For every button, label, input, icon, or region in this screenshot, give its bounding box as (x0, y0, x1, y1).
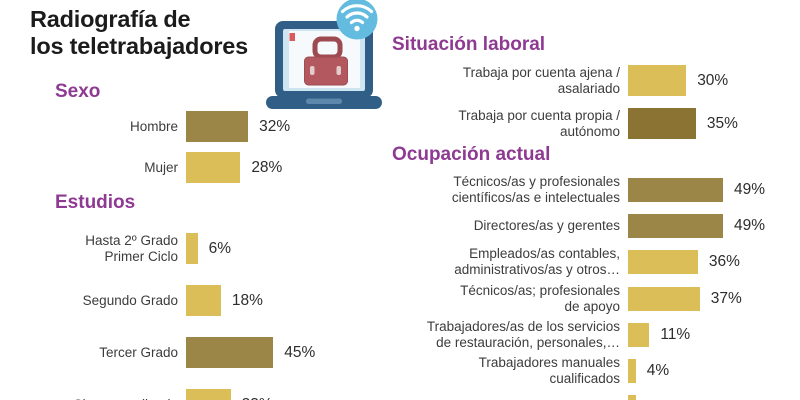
bar-value: 4% (646, 361, 670, 379)
bar-label: Trabaja por cuenta ajena / asalariado (462, 64, 620, 96)
bar-chart-estudios: Hasta 2º Grado Primer Ciclo 6% Segundo Gra… (30, 233, 315, 400)
bar-label: Directores/as y gerentes (473, 218, 620, 234)
briefcase-clasp-left (310, 66, 315, 75)
section-heading-sexo: Sexo (55, 81, 101, 102)
bar-row: Hasta 2º Grado Primer Ciclo 6% (30, 233, 315, 264)
bar (628, 286, 700, 311)
bar-chart-situacion-laboral: Trabaja por cuenta ajena / asalariado 30%… (392, 65, 738, 139)
section-sexo: Sexo Hombre 32% Mujer 28% (30, 80, 290, 193)
briefcase-icon (304, 56, 348, 86)
bar-label: Segundo Grado (82, 292, 178, 308)
bar (628, 250, 698, 275)
section-heading-ocupacion-actual: Ocupación actual (392, 144, 551, 165)
page-title-line2: los teletrabajadores (30, 33, 249, 59)
bar-label: Técnicos/as y profesionales científicos/… (451, 174, 620, 205)
bar-value: 37% (710, 289, 742, 307)
bar-value: 30% (697, 71, 729, 89)
bar-row: Sigue estudiando 23% (30, 389, 315, 400)
bar-row: Trabaja por cuenta propia / autónomo 35% (392, 108, 738, 139)
bar (186, 233, 198, 264)
bar-row: Técnicos/as; profesionales de apoyo 37% (392, 283, 765, 314)
bar-label: Empleados/as contables, administrativos/… (454, 246, 620, 278)
bar (628, 395, 636, 400)
bar-chart-ocupacion-actual: Técnicos/as y profesionales científicos/… (392, 174, 766, 400)
bar-row: Mujer 28% (30, 152, 290, 183)
bar-value: 6% (208, 239, 232, 257)
bar (186, 111, 249, 142)
bar-value: 11% (660, 325, 691, 343)
bar-value: 23% (242, 396, 273, 400)
laptop-trackpad (306, 98, 342, 104)
bar (628, 65, 687, 96)
bar-label: Trabaja por cuenta propia / autónomo (458, 107, 620, 139)
bar (628, 178, 724, 202)
bar (186, 285, 221, 316)
page-title-line1: Radiografía de (30, 6, 191, 32)
bar-row: Directores/as y gerentes 49% (392, 214, 766, 239)
bar-label: Técnicos/as; profesionales de apoyo (460, 282, 620, 314)
bar-row: Trabajadores/as de los servicios de rest… (392, 319, 765, 350)
bar-label: Hasta 2º Grado Primer Ciclo (85, 232, 178, 264)
section-heading-estudios: Estudios (55, 192, 136, 213)
bar-value: 36% (708, 253, 740, 271)
bar-value: 35% (706, 114, 738, 132)
wifi-dot (354, 25, 360, 32)
bar-label: Trabajadores manuales cualificados (478, 354, 620, 386)
wifi-icon (340, 4, 374, 25)
bar-label: Tercer Grado (99, 344, 178, 360)
bar-label: Hombre (129, 118, 178, 134)
bar-row: Trabaja por cuenta ajena / asalariado 30% (392, 65, 738, 96)
bar-row: Trabajadores manuales cualificados 4% (392, 355, 765, 386)
bar-row: Trabajadores manuales (392, 395, 765, 400)
bar (186, 152, 241, 183)
bar (186, 337, 274, 368)
bar-value: 45% (284, 343, 316, 361)
bar-value: 18% (231, 291, 263, 309)
bar (628, 322, 650, 347)
briefcase-clasp-right (336, 66, 341, 75)
bar-row: Hombre 32% (30, 111, 290, 142)
browser-window-red-dot (289, 33, 295, 41)
bar-row: Técnicos/as y profesionales científicos/… (392, 174, 766, 205)
bar (628, 214, 724, 239)
section-estudios: Estudios Hasta 2º Grado Primer Ciclo 6% Se… (30, 191, 315, 400)
bar-row: Segundo Grado 18% (30, 285, 315, 316)
bar (186, 389, 231, 400)
bar (628, 108, 696, 139)
bar-value: 49% (734, 181, 766, 198)
bar (628, 358, 636, 383)
bar-value: 28% (251, 158, 283, 176)
bar-value: 32% (259, 117, 291, 135)
page-title: Radiografía de los teletrabajadores (30, 6, 248, 60)
section-ocupacion-actual: Ocupación actual Técnicos/as y profesion… (392, 143, 765, 400)
bar-label: Mujer (144, 159, 178, 175)
bar-chart-sexo: Hombre 32% Mujer 28% (30, 111, 290, 183)
bar-value: 49% (734, 217, 766, 235)
section-situacion-laboral: Situación laboral Trabaja por cuenta aje… (392, 33, 738, 151)
bar-row: Empleados/as contables, administrativos/… (392, 246, 765, 277)
bar-label: Trabajadores/as de los servicios de rest… (426, 318, 620, 350)
section-heading-situacion-laboral: Situación laboral (392, 34, 546, 55)
laptop-wifi-icon (256, 0, 392, 114)
bar-row: Tercer Grado 45% (30, 337, 315, 368)
laptop-briefcase-wifi-graphic (266, 0, 382, 109)
bar-label: Sigue estudiando (30, 397, 178, 400)
